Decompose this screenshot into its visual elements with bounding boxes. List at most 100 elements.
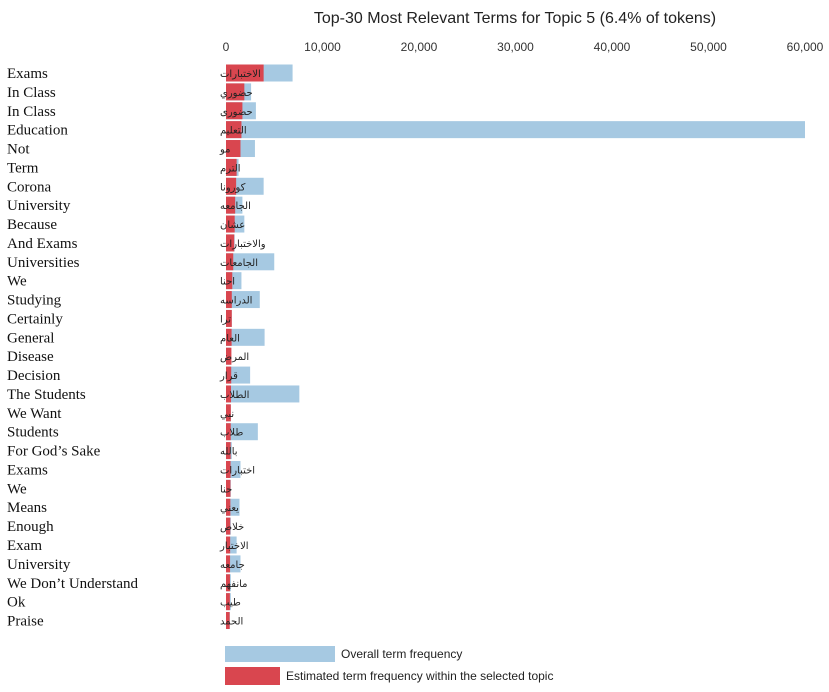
topic-bar [226,309,232,327]
x-tick-label: 30,000 [497,40,534,54]
english-term-label: In Class [7,85,56,101]
english-term-label: Universities [7,255,80,271]
legend-label-topic: Estimated term frequency within the sele… [286,669,553,683]
english-term-label: Praise [7,614,44,630]
english-term-label: Certainly [7,311,63,327]
english-term-label: In Class [7,104,56,120]
arabic-term-label: الطلاب [220,390,249,401]
english-term-label: Means [7,500,47,516]
topic-bar [226,593,230,611]
english-term-label: Corona [7,179,52,195]
arabic-term-label: مو [219,145,231,156]
x-tick-label: 50,000 [690,40,727,54]
arabic-term-label: طيب [220,598,241,609]
overall-bar [226,253,275,271]
arabic-term-label: التعليم [220,126,247,137]
legend: Overall term frequency Estimated term fr… [225,646,553,685]
english-term-label: And Exams [7,236,78,252]
english-term-label: Not [7,142,30,158]
arabic-term-label: الدراسه [220,296,252,307]
english-term-label: Education [7,123,68,139]
english-term-label: Ok [7,595,26,611]
topic-bar [226,121,242,139]
topic-bar [226,574,230,592]
topic-bar [226,460,231,478]
topic-bar [226,272,233,290]
arabic-term-label: الترم [220,163,241,174]
topic-bar [226,479,231,497]
arabic-term-label: كورونا [220,182,246,193]
topic-bar [226,215,235,233]
arabic-term-label: ترا [220,314,231,325]
topic-frequency-bars [226,64,264,630]
arabic-term-label: والاختبارات [220,239,266,250]
arabic-term-label: جامعه [220,560,245,571]
topic-bar [226,234,235,252]
overall-frequency-bars [226,64,805,630]
arabic-term-label: خلاص [220,522,244,533]
overall-bar [226,366,251,384]
arabic-term-label: الاختبار [219,541,249,552]
overall-bar [226,536,237,554]
english-term-label: For God’s Sake [7,444,101,460]
topic-bar [226,328,232,346]
x-tick-label: 10,000 [304,40,341,54]
arabic-term-label: يعني [220,503,239,514]
x-tick-label: 20,000 [401,40,438,54]
english-translation-labels: Exams In Class In Class Education Not Term Cor… [7,66,138,630]
topic-bar [226,140,241,158]
english-term-label: Decision [7,368,61,384]
x-tick-label: 60,000 [787,40,824,54]
english-term-label: Students [7,425,59,441]
arabic-term-label: طلاب [220,428,243,439]
topic-bar [226,612,230,630]
chart-title: Top-30 Most Relevant Terms for Topic 5 (… [314,10,716,27]
english-term-label: Disease [7,349,54,365]
english-term-label: We Don’t Understand [7,576,138,592]
topic-bar [226,102,243,120]
arabic-term-label: احنا [220,277,235,288]
legend-swatch-topic [225,667,280,685]
topic-bar [226,83,245,101]
topic-bar [226,291,232,309]
x-tick-label: 0 [223,40,230,54]
topic-bar [226,555,231,573]
arabic-term-label: بالله [220,447,238,458]
arabic-term-label: المرض [220,352,249,363]
arabic-term-labels: الاختبارات حضوري حضورى التعليم مو الترم كورونا… [219,69,266,628]
arabic-term-label: حنا [220,484,232,495]
x-axis: 0 10,000 20,000 30,000 40,000 50,000 60,000 [223,40,824,54]
arabic-term-label: نبي [220,409,234,420]
arabic-term-label: حضوري [220,88,253,99]
topic-bar [226,64,264,82]
arabic-term-label: الجامعه [220,201,251,212]
topic-bar [226,404,231,422]
english-term-label: General [7,330,54,346]
topic-bar [226,536,231,554]
english-term-label: Studying [7,293,62,309]
english-term-label: Term [7,160,39,176]
topic-bar [226,158,237,176]
topic-bar [226,423,231,441]
legend-label-overall: Overall term frequency [341,647,462,661]
english-term-label: University [7,557,71,573]
english-term-label: We [7,274,27,290]
english-term-label: University [7,198,71,214]
topic-bar [226,177,237,195]
overall-bar [226,291,260,309]
arabic-term-label: الاختبارات [220,69,261,80]
arabic-term-label: الحمد [220,617,243,628]
arabic-term-label: قرار [219,371,238,382]
arabic-term-label: العام [220,333,240,344]
overall-bar [226,328,265,346]
overall-bar [226,385,300,403]
arabic-term-label: مانفهم [220,579,248,590]
english-term-label: Because [7,217,57,233]
topic-bar [226,196,236,214]
arabic-term-label: اختبارات [220,465,255,476]
arabic-term-label: حضورى [220,107,253,118]
topic-bar [226,517,231,535]
topic-bar [226,253,234,271]
topic-bar [226,347,232,365]
